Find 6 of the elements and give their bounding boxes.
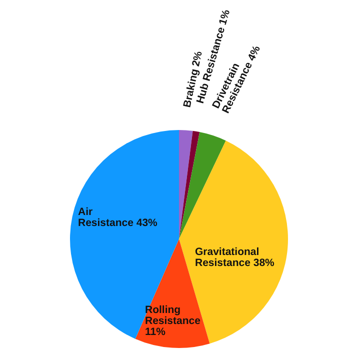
slice-label: Gravitational Resistance 38%	[195, 246, 276, 270]
pie-slice	[179, 132, 226, 239]
pie-slice	[179, 130, 193, 239]
data-label: 11%	[145, 326, 166, 338]
slice-label: Air Resistance 43%	[78, 206, 158, 230]
pie-slice	[179, 130, 200, 239]
